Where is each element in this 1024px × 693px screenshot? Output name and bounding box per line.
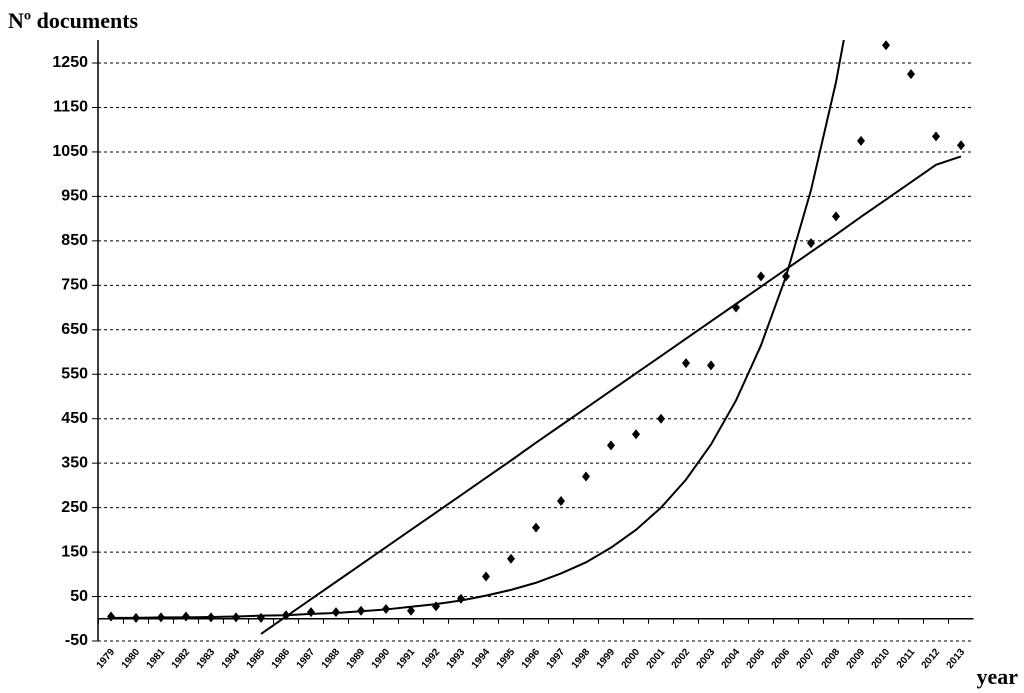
y-tick-label: 950 (61, 188, 88, 205)
x-tick-label: 1987 (295, 647, 318, 671)
data-point (807, 238, 815, 249)
x-tick-label: 2005 (745, 647, 768, 671)
y-tick-label: 450 (61, 410, 88, 427)
x-tick-label: 2010 (870, 647, 893, 671)
x-tick-label: 1990 (370, 647, 393, 671)
x-tick-label: 1994 (470, 647, 493, 671)
x-tick-label: 2007 (795, 647, 818, 671)
data-point (857, 135, 865, 146)
y-tick-label: 150 (61, 543, 88, 560)
data-point (532, 522, 540, 533)
data-point (257, 612, 265, 623)
data-point (682, 358, 690, 369)
x-tick-label: 1991 (395, 647, 418, 671)
data-point (582, 471, 590, 482)
x-tick-label: 1998 (570, 647, 593, 671)
y-tick-label: 550 (61, 365, 88, 382)
trend-line (111, 40, 845, 619)
data-point (507, 553, 515, 564)
x-tick-label: 1995 (495, 647, 518, 671)
x-tick-label: 1992 (420, 647, 443, 671)
x-tick-label: 1982 (170, 647, 193, 671)
y-tick-label: 350 (61, 454, 88, 471)
y-tick-label: 850 (61, 232, 88, 249)
y-axis-title: Nº documents (8, 8, 139, 33)
x-tick-label: 1980 (120, 647, 143, 671)
data-point (657, 413, 665, 424)
data-point (407, 605, 415, 616)
data-point (632, 429, 640, 440)
x-tick-label: 1999 (595, 647, 618, 671)
y-tick-label: 650 (61, 321, 88, 338)
x-tick-label: 2000 (620, 647, 643, 671)
x-tick-label: 1983 (195, 647, 218, 671)
x-tick-label: 2008 (820, 647, 843, 671)
data-point (482, 571, 490, 582)
data-point (557, 495, 565, 506)
data-point (957, 140, 965, 151)
x-tick-label: 1981 (145, 647, 168, 671)
trend-line (260, 155, 962, 635)
data-point (607, 440, 615, 451)
x-tick-label: 2003 (695, 647, 718, 671)
x-tick-label: 2009 (845, 647, 868, 671)
x-tick-label: 1988 (320, 647, 343, 671)
data-point (832, 211, 840, 222)
x-tick-label: 2012 (920, 647, 943, 671)
x-tick-label: 2001 (645, 647, 668, 671)
y-tick-label: -50 (65, 632, 88, 649)
x-tick-label: 1993 (445, 647, 468, 671)
y-tick-label: 1150 (53, 99, 88, 116)
data-point (907, 69, 915, 80)
x-tick-label: 2013 (945, 647, 968, 671)
x-tick-label: 1986 (270, 647, 293, 671)
data-point (707, 360, 715, 371)
data-point (457, 593, 465, 604)
data-point (107, 611, 115, 622)
data-point (932, 131, 940, 142)
data-point (882, 40, 890, 51)
y-tick-label: 1250 (52, 54, 88, 71)
x-tick-label: 1979 (95, 647, 118, 671)
data-point (307, 607, 315, 618)
x-axis-title: year (976, 664, 1018, 689)
x-tick-label: 1984 (220, 647, 243, 671)
y-tick-label: 750 (61, 277, 88, 294)
x-tick-label: 2004 (720, 647, 743, 671)
x-tick-label: 1985 (245, 647, 268, 671)
x-tick-label: 2011 (895, 647, 918, 671)
y-tick-label: 50 (70, 588, 88, 605)
x-tick-label: 1989 (345, 647, 368, 671)
x-tick-label: 1997 (545, 647, 568, 671)
y-tick-label: 1050 (52, 143, 88, 160)
x-tick-label: 2006 (770, 647, 793, 671)
data-point (757, 271, 765, 282)
x-tick-label: 1996 (520, 647, 543, 671)
x-tick-label: 2002 (670, 647, 693, 671)
y-tick-label: 250 (61, 499, 88, 516)
